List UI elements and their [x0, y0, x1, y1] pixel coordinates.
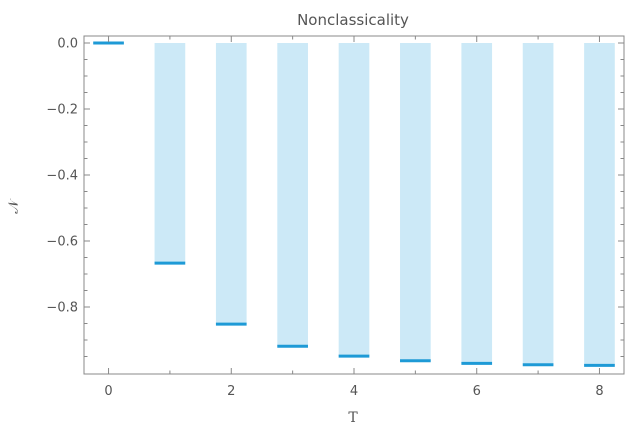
x-tick-label: 8	[595, 384, 603, 399]
bar-1	[154, 43, 186, 264]
y-tick-label: −0.8	[46, 301, 78, 316]
x-axis-label: T	[348, 410, 358, 426]
bars	[93, 41, 615, 367]
bar-4	[338, 43, 370, 357]
bar-6	[461, 43, 493, 364]
tick-labels: 0 2 4 6 8 0.0 −0.2 −0.4 −0.6 −0.8	[46, 37, 603, 400]
y-tick-label: −0.4	[46, 169, 78, 184]
ticks	[84, 36, 624, 374]
y-tick-label: 0.0	[57, 37, 78, 52]
x-tick-label: 4	[350, 384, 358, 399]
bar-2	[215, 43, 247, 325]
bar-5	[400, 43, 431, 361]
bar-8	[584, 43, 615, 366]
chart-title: Nonclassicality	[297, 11, 409, 29]
bar-3	[277, 43, 308, 347]
x-tick-label: 6	[473, 384, 481, 399]
y-axis-label: 𝒩	[6, 198, 22, 214]
y-tick-label: −0.6	[46, 235, 78, 250]
y-tick-label: −0.2	[46, 103, 78, 118]
x-tick-label: 0	[104, 384, 112, 399]
bar-7	[522, 43, 554, 365]
x-tick-label: 2	[227, 384, 235, 399]
